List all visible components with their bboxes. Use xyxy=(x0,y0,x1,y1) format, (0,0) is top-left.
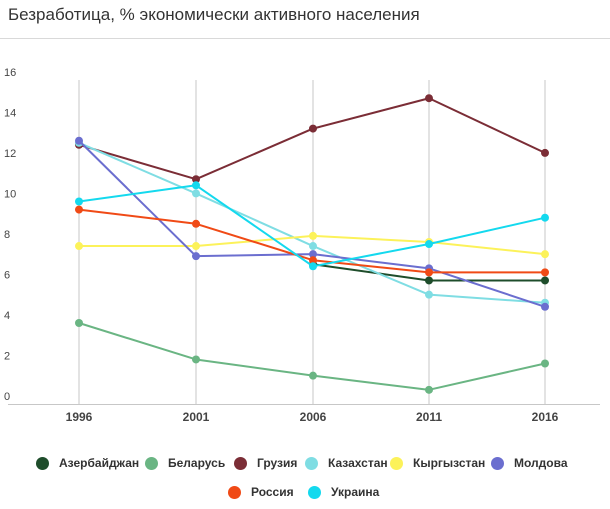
series-line xyxy=(78,322,546,391)
legend-item[interactable]: Кыргызстан xyxy=(390,456,485,470)
legend-swatch xyxy=(145,456,158,470)
legend-swatch xyxy=(390,456,403,470)
legend-label: Казахстан xyxy=(328,456,388,470)
x-tick-label: 2001 xyxy=(183,410,210,424)
legend-item[interactable]: Казахстан xyxy=(305,456,388,470)
legend-swatch xyxy=(308,485,321,499)
series-6 xyxy=(75,136,549,311)
y-axis-ticks: 0 2 4 6 8 10 12 14 16 xyxy=(4,67,16,403)
legend-swatch xyxy=(36,456,49,470)
legend-swatch xyxy=(491,456,504,470)
data-point xyxy=(192,175,200,184)
y-tick-label: 10 xyxy=(4,189,16,201)
data-point xyxy=(541,148,549,157)
data-point xyxy=(309,262,317,271)
data-point xyxy=(192,252,200,261)
y-tick-label: 16 xyxy=(4,67,16,79)
data-point xyxy=(75,319,83,327)
data-point xyxy=(75,197,83,206)
legend-item[interactable]: Грузия xyxy=(234,456,297,470)
data-point xyxy=(309,231,317,240)
series-7 xyxy=(75,205,549,277)
chart-title: Безработица, % экономически активного на… xyxy=(8,5,420,24)
data-point xyxy=(541,359,549,368)
legend-swatch xyxy=(234,456,247,470)
data-point xyxy=(192,355,200,364)
legend-label: Азербайджан xyxy=(59,456,140,470)
legend-item[interactable]: Беларусь xyxy=(145,456,225,470)
y-tick-label: 8 xyxy=(4,229,10,241)
data-point xyxy=(192,242,200,251)
legend-label: Украина xyxy=(331,485,380,499)
y-tick-label: 14 xyxy=(4,108,16,120)
series-line xyxy=(78,141,546,304)
data-point xyxy=(75,205,83,214)
data-point xyxy=(309,256,317,265)
data-point xyxy=(309,124,317,133)
legend-swatch xyxy=(305,456,318,470)
legend-item[interactable]: Украина xyxy=(308,485,379,499)
legend-label: Беларусь xyxy=(168,456,226,470)
data-point xyxy=(192,219,200,228)
series-lines xyxy=(75,94,549,394)
y-tick-label: 0 xyxy=(4,391,10,403)
y-tick-label: 4 xyxy=(4,310,10,322)
series-8 xyxy=(75,181,549,271)
data-point xyxy=(192,189,200,198)
y-tick-label: 6 xyxy=(4,270,10,282)
title-divider xyxy=(0,38,610,39)
data-point xyxy=(541,302,549,311)
legend-label: Кыргызстан xyxy=(413,456,486,470)
legend-item[interactable]: Молдова xyxy=(491,456,568,470)
series-2 xyxy=(75,319,549,394)
series-line xyxy=(78,97,546,181)
data-point xyxy=(425,240,433,249)
x-tick-label: 2016 xyxy=(532,410,559,424)
data-point xyxy=(425,94,433,103)
x-tick-label: 2006 xyxy=(300,410,327,424)
x-axis-ticks: 1996 2001 2006 2011 2016 xyxy=(66,410,559,424)
data-point xyxy=(75,242,83,251)
series-5 xyxy=(75,231,549,259)
legend-label: Россия xyxy=(251,485,294,499)
legend-label: Молдова xyxy=(514,456,568,470)
data-point xyxy=(541,276,549,285)
data-point xyxy=(75,136,83,145)
legend-item[interactable]: Россия xyxy=(228,485,294,499)
x-tick-label: 2011 xyxy=(416,410,442,424)
x-tick-label: 1996 xyxy=(66,410,93,424)
data-point xyxy=(541,268,549,277)
data-point xyxy=(425,290,433,299)
y-tick-label: 2 xyxy=(4,351,10,363)
data-point xyxy=(309,242,317,251)
data-point xyxy=(309,250,317,259)
data-point xyxy=(541,250,549,259)
data-point xyxy=(192,181,200,190)
data-point xyxy=(309,371,317,380)
legend-label: Грузия xyxy=(257,456,298,470)
data-point xyxy=(541,213,549,222)
y-tick-label: 12 xyxy=(4,148,16,160)
data-point xyxy=(425,268,433,277)
legend-item[interactable]: Азербайджан xyxy=(36,456,139,470)
data-point xyxy=(425,385,433,394)
series-3 xyxy=(75,94,549,184)
legend-swatch xyxy=(228,485,241,499)
data-point xyxy=(425,276,433,285)
